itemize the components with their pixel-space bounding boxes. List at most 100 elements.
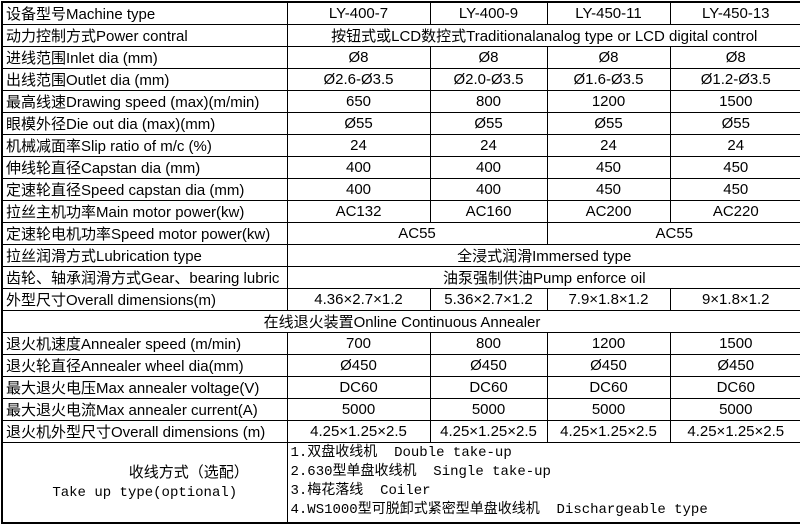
capstan-dia-value-3: 450 <box>547 157 670 179</box>
outlet-dia-value-4: Ø1.2-Ø3.5 <box>670 69 800 91</box>
die-out-dia-value-1: Ø55 <box>287 113 430 135</box>
slip-ratio-label: 机械减面率Slip ratio of m/c (%) <box>2 135 287 157</box>
speed-capstan-dia-label: 定速轮直径Speed capstan dia (mm) <box>2 179 287 201</box>
overall-dimensions-value-2: 5.36×2.7×1.2 <box>430 289 547 311</box>
take-up-option-1: 1.双盘收线机 Double take-up <box>288 444 800 463</box>
speed-capstan-dia-value-4: 450 <box>670 179 800 201</box>
speed-motor-power-value-1: AC55 <box>287 223 547 245</box>
die-out-dia-value-2: Ø55 <box>430 113 547 135</box>
speed-motor-power-value-2: AC55 <box>547 223 800 245</box>
capstan-dia-label: 伸线轮直径Capstan dia (mm) <box>2 157 287 179</box>
annealer-wheel-dia-value-2: Ø450 <box>430 355 547 377</box>
annealer-speed-value-1: 700 <box>287 333 430 355</box>
row-max-annealer-current: 最大退火电流Max annealer current(A) 5000 5000 … <box>2 399 800 421</box>
inlet-dia-value-1: Ø8 <box>287 47 430 69</box>
row-die-out-dia: 眼模外径Die out dia (max)(mm) Ø55 Ø55 Ø55 Ø5… <box>2 113 800 135</box>
take-up-option-3: 3.梅花落线 Coiler <box>288 482 800 501</box>
max-annealer-current-value-3: 5000 <box>547 399 670 421</box>
gear-bearing-lubrication-value: 油泵强制供油Pump enforce oil <box>287 267 800 289</box>
max-annealer-current-value-1: 5000 <box>287 399 430 421</box>
overall-dimensions-value-4: 9×1.8×1.2 <box>670 289 800 311</box>
annealer-wheel-dia-value-4: Ø450 <box>670 355 800 377</box>
machine-type-label: 设备型号Machine type <box>2 2 287 25</box>
row-take-up-type: 收线方式（选配） Take up type(optional) 1.双盘收线机 … <box>2 443 800 523</box>
annealer-speed-value-2: 800 <box>430 333 547 355</box>
annealer-speed-value-4: 1500 <box>670 333 800 355</box>
row-annealer-overall-dimensions: 退火机外型尺寸Overall dimensions (m) 4.25×1.25×… <box>2 421 800 443</box>
annealer-overall-dimensions-label: 退火机外型尺寸Overall dimensions (m) <box>2 421 287 443</box>
row-drawing-speed: 最高线速Drawing speed (max)(m/min) 650 800 1… <box>2 91 800 113</box>
row-speed-motor-power: 定速轮电机功率Speed motor power(kw) AC55 AC55 <box>2 223 800 245</box>
speed-motor-power-label: 定速轮电机功率Speed motor power(kw) <box>2 223 287 245</box>
annealer-overall-dimensions-value-1: 4.25×1.25×2.5 <box>287 421 430 443</box>
drawing-speed-value-3: 1200 <box>547 91 670 113</box>
row-capstan-dia: 伸线轮直径Capstan dia (mm) 400 400 450 450 <box>2 157 800 179</box>
take-up-type-label-cn: 收线方式（选配） <box>3 462 287 483</box>
power-control-value: 按钮式或LCD数控式Traditionalanalog type or LCD … <box>287 25 800 47</box>
main-motor-power-value-1: AC132 <box>287 201 430 223</box>
max-annealer-current-value-2: 5000 <box>430 399 547 421</box>
annealer-speed-value-3: 1200 <box>547 333 670 355</box>
power-control-label: 动力控制方式Power contral <box>2 25 287 47</box>
inlet-dia-value-2: Ø8 <box>430 47 547 69</box>
drawing-speed-value-1: 650 <box>287 91 430 113</box>
annealer-wheel-dia-value-3: Ø450 <box>547 355 670 377</box>
row-annealer-section: 在线退火装置Online Continuous Annealer <box>2 311 800 333</box>
row-slip-ratio: 机械减面率Slip ratio of m/c (%) 24 24 24 24 <box>2 135 800 157</box>
take-up-option-4: 4.WS1000型可脱卸式紧密型单盘收线机 Dischargeable type <box>288 501 800 520</box>
die-out-dia-value-4: Ø55 <box>670 113 800 135</box>
speed-capstan-dia-value-1: 400 <box>287 179 430 201</box>
main-motor-power-value-4: AC220 <box>670 201 800 223</box>
row-annealer-wheel-dia: 退火轮直径Annealer wheel dia(mm) Ø450 Ø450 Ø4… <box>2 355 800 377</box>
speed-capstan-dia-value-3: 450 <box>547 179 670 201</box>
max-annealer-voltage-value-3: DC60 <box>547 377 670 399</box>
row-power-control: 动力控制方式Power contral 按钮式或LCD数控式Traditiona… <box>2 25 800 47</box>
outlet-dia-value-1: Ø2.6-Ø3.5 <box>287 69 430 91</box>
row-overall-dimensions: 外型尺寸Overall dimensions(m) 4.36×2.7×1.2 5… <box>2 289 800 311</box>
take-up-options: 1.双盘收线机 Double take-up 2.630型单盘收线机 Singl… <box>287 443 800 523</box>
inlet-dia-label: 进线范围Inlet dia (mm) <box>2 47 287 69</box>
model-name-3: LY-450-11 <box>547 2 670 25</box>
max-annealer-current-label: 最大退火电流Max annealer current(A) <box>2 399 287 421</box>
gear-bearing-lubrication-label: 齿轮、轴承润滑方式Gear、bearing lubric <box>2 267 287 289</box>
die-out-dia-value-3: Ø55 <box>547 113 670 135</box>
annealer-wheel-dia-value-1: Ø450 <box>287 355 430 377</box>
overall-dimensions-value-1: 4.36×2.7×1.2 <box>287 289 430 311</box>
annealer-overall-dimensions-value-3: 4.25×1.25×2.5 <box>547 421 670 443</box>
annealer-speed-label: 退火机速度Annealer speed (m/min) <box>2 333 287 355</box>
drawing-speed-label: 最高线速Drawing speed (max)(m/min) <box>2 91 287 113</box>
inlet-dia-value-4: Ø8 <box>670 47 800 69</box>
slip-ratio-value-2: 24 <box>430 135 547 157</box>
overall-dimensions-label: 外型尺寸Overall dimensions(m) <box>2 289 287 311</box>
outlet-dia-label: 出线范围Outlet dia (mm) <box>2 69 287 91</box>
row-main-motor-power: 拉丝主机功率Main motor power(kw) AC132 AC160 A… <box>2 201 800 223</box>
main-motor-power-label: 拉丝主机功率Main motor power(kw) <box>2 201 287 223</box>
annealer-overall-dimensions-value-2: 4.25×1.25×2.5 <box>430 421 547 443</box>
max-annealer-voltage-value-4: DC60 <box>670 377 800 399</box>
max-annealer-voltage-value-2: DC60 <box>430 377 547 399</box>
outlet-dia-value-3: Ø1.6-Ø3.5 <box>547 69 670 91</box>
annealer-overall-dimensions-value-4: 4.25×1.25×2.5 <box>670 421 800 443</box>
row-max-annealer-voltage: 最大退火电压Max annealer voltage(V) DC60 DC60 … <box>2 377 800 399</box>
annealer-section-title: 在线退火装置Online Continuous Annealer <box>2 311 800 333</box>
row-inlet-dia: 进线范围Inlet dia (mm) Ø8 Ø8 Ø8 Ø8 <box>2 47 800 69</box>
annealer-wheel-dia-label: 退火轮直径Annealer wheel dia(mm) <box>2 355 287 377</box>
row-gear-bearing-lubrication: 齿轮、轴承润滑方式Gear、bearing lubric 油泵强制供油Pump … <box>2 267 800 289</box>
slip-ratio-value-1: 24 <box>287 135 430 157</box>
row-machine-type: 设备型号Machine type LY-400-7 LY-400-9 LY-45… <box>2 2 800 25</box>
model-name-1: LY-400-7 <box>287 2 430 25</box>
main-motor-power-value-3: AC200 <box>547 201 670 223</box>
die-out-dia-label: 眼模外径Die out dia (max)(mm) <box>2 113 287 135</box>
model-name-2: LY-400-9 <box>430 2 547 25</box>
model-name-4: LY-450-13 <box>670 2 800 25</box>
capstan-dia-value-2: 400 <box>430 157 547 179</box>
row-lubrication-type: 拉丝润滑方式Lubrication type 全浸式润滑Immersed typ… <box>2 245 800 267</box>
outlet-dia-value-2: Ø2.0-Ø3.5 <box>430 69 547 91</box>
take-up-type-label: 收线方式（选配） Take up type(optional) <box>2 443 287 523</box>
row-annealer-speed: 退火机速度Annealer speed (m/min) 700 800 1200… <box>2 333 800 355</box>
capstan-dia-value-4: 450 <box>670 157 800 179</box>
take-up-type-label-en: Take up type(optional) <box>3 483 287 503</box>
slip-ratio-value-3: 24 <box>547 135 670 157</box>
max-annealer-current-value-4: 5000 <box>670 399 800 421</box>
